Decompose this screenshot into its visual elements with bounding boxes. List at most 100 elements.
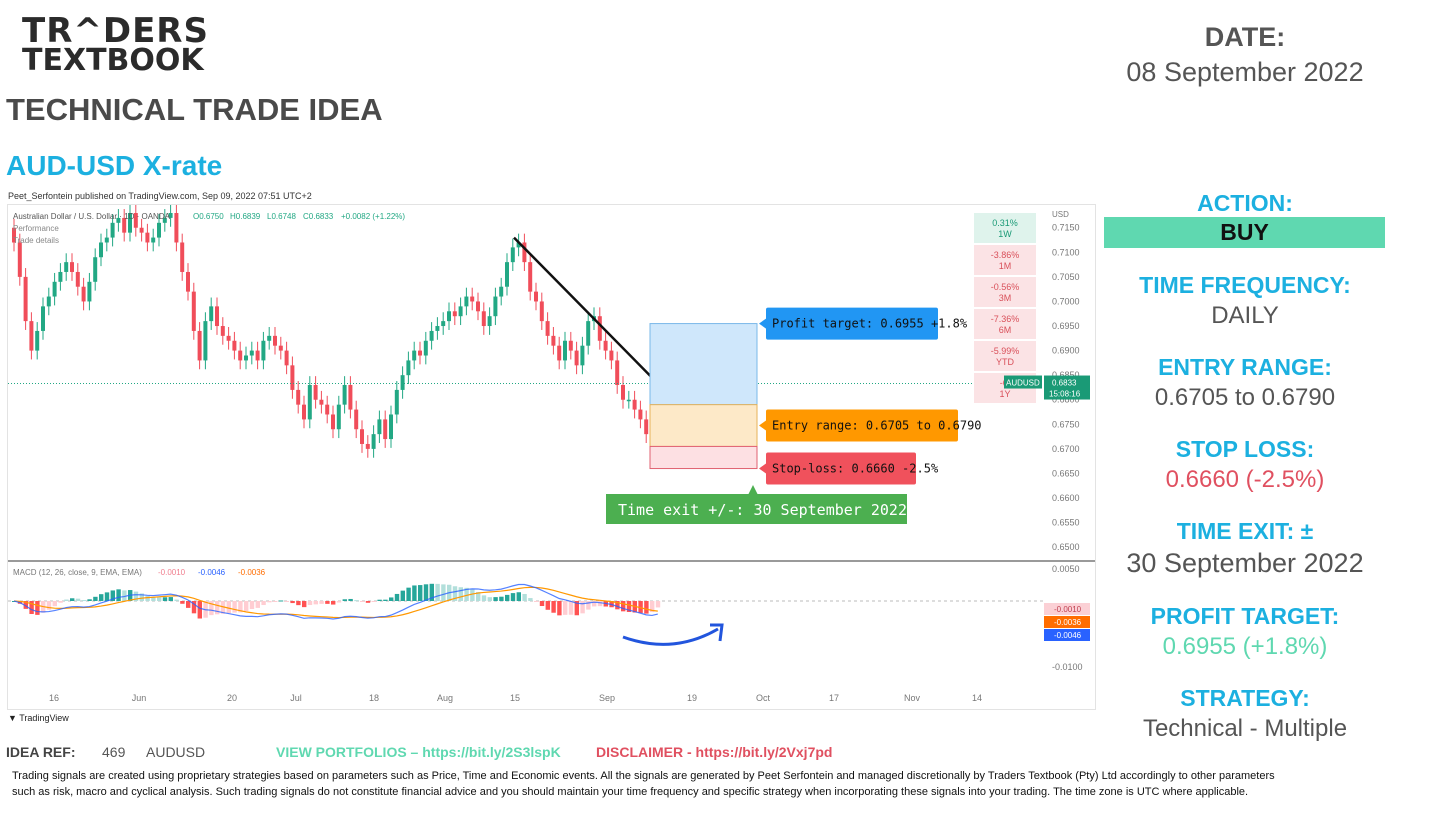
candle-body	[331, 414, 335, 430]
candle-body	[580, 345, 585, 366]
candle-body	[23, 276, 28, 322]
macd-hist-bar	[545, 601, 550, 610]
macd-hist-bar	[371, 601, 376, 602]
perf-pct: -3.86%	[991, 250, 1020, 260]
x-tick: Aug	[437, 693, 453, 703]
annotation-arrow-head	[710, 623, 724, 642]
macd-hist-bar	[209, 601, 214, 616]
price-tag-box	[1044, 375, 1090, 400]
tradingview-label: TradingView	[19, 713, 69, 723]
macd-tick: 0.0050	[1052, 564, 1080, 574]
macd-hist-bar	[238, 601, 243, 613]
macd-legend-signal: -0.0036	[238, 568, 266, 577]
candle-body	[621, 385, 625, 400]
candle-body	[470, 296, 475, 302]
perf-pct: 0.31%	[992, 218, 1018, 228]
action-label: ACTION:	[1197, 190, 1293, 216]
ohlc-close: C0.6833	[303, 212, 334, 221]
price-tag-symbol: AUDUSD	[1006, 379, 1040, 388]
candle-body	[638, 409, 643, 420]
candle-body	[99, 242, 103, 258]
candle-body	[313, 385, 318, 400]
macd-hist-bar	[81, 600, 86, 602]
candle-body	[197, 330, 202, 361]
macd-hist-bar	[93, 596, 98, 601]
price-tick: 0.7050	[1052, 272, 1080, 282]
price-tick: 0.6650	[1052, 468, 1080, 478]
x-tick: Jul	[290, 693, 302, 703]
macd-hist-bar	[46, 601, 52, 610]
profit-label-box	[766, 307, 938, 340]
candle-body	[186, 271, 190, 292]
trade-details-label: Trade details	[13, 236, 59, 245]
candle-body	[539, 301, 544, 322]
macd-hist-bar	[331, 601, 336, 605]
candle-body	[128, 213, 132, 233]
macd-hist-bar	[423, 584, 429, 601]
candle-body	[296, 389, 301, 405]
macd-hist-bar	[319, 601, 324, 604]
profit-label-text: Profit target: 0.6955 +1.8%	[772, 317, 968, 331]
macd-hist-bar	[534, 601, 539, 602]
macd-hist-bar	[383, 599, 388, 601]
candle-body	[377, 419, 382, 435]
candle-body	[481, 311, 486, 327]
candle-body	[568, 340, 573, 351]
perf-cell	[974, 277, 1036, 307]
candle-body	[139, 227, 144, 233]
stop-label-pointer	[759, 463, 766, 474]
stop-label-text: Stop-loss: 0.6660 -2.5%	[772, 462, 939, 476]
macd-hist-bar	[621, 601, 626, 612]
macd-hist-bar	[87, 599, 92, 601]
macd-hist-bar	[412, 585, 417, 601]
macd-hist-bar	[365, 601, 371, 603]
tradingview-logo[interactable]: ▼ TradingView	[8, 713, 69, 723]
candle-body	[104, 237, 109, 243]
candle-body	[46, 296, 51, 307]
candle-body	[64, 262, 69, 272]
candle-body	[75, 271, 80, 287]
candle-body	[551, 335, 556, 346]
macd-hist-bar	[557, 601, 562, 616]
disclaimer-link[interactable]: DISCLAIMER - https://bit.ly/2Vxj7pd	[596, 744, 833, 760]
candle-body	[493, 296, 498, 317]
idea-ref-label: IDEA REF:	[6, 744, 76, 760]
x-tick: 15	[510, 693, 520, 703]
frequency-label: TIME FREQUENCY:	[1139, 272, 1351, 298]
candle-body	[574, 350, 579, 366]
date-block: DATE: 08 September 2022	[1100, 22, 1390, 88]
macd-hist-bar	[655, 601, 661, 608]
perf-cell	[974, 341, 1036, 371]
macd-hist-bar	[197, 601, 202, 619]
brand-logo: TR^DERS TEXTBOOK	[22, 14, 209, 76]
macd-hist-bar	[539, 601, 545, 607]
entry-label-text: Entry range: 0.6705 to 0.6790	[772, 419, 982, 433]
macd-hist-bar	[516, 592, 521, 601]
stop-value: 0.6660 (-2.5%)	[1165, 466, 1325, 493]
annotation-arrow	[622, 627, 719, 646]
candle-body	[215, 306, 219, 327]
price-tick: 0.6550	[1052, 518, 1080, 528]
candle-body	[162, 217, 167, 223]
macd-value-tag	[1044, 603, 1090, 615]
ohlc-open: O0.6750	[193, 212, 224, 221]
candle-body	[609, 350, 614, 361]
candle-body	[418, 350, 422, 356]
macd-hist-bar	[99, 594, 104, 601]
portfolios-link[interactable]: VIEW PORTFOLIOS – https://bit.ly/2S3lspK	[276, 744, 561, 760]
macd-hist-bar	[267, 601, 272, 603]
macd-hist-bar	[273, 601, 278, 602]
candle-body	[191, 291, 196, 331]
candle-body	[238, 350, 243, 361]
macd-hist-bar	[58, 601, 63, 603]
chart-canvas: 0.7150 0.7100 0.7050 0.7000 0.6950 0.6900 0.68…	[8, 205, 1095, 703]
candle-body	[278, 345, 283, 351]
time-exit-text: Time exit +/-: 30 September 2022	[618, 501, 907, 519]
macd-hist-bar	[580, 601, 585, 614]
price-chart[interactable]: 0.7150 0.7100 0.7050 0.7000 0.6950 0.6900 0.68…	[7, 204, 1096, 710]
candle-body	[110, 222, 115, 238]
page-subtitle: TECHNICAL TRADE IDEA	[6, 92, 383, 127]
candle-body	[209, 306, 214, 322]
perf-cell	[974, 309, 1036, 339]
candle-body	[383, 419, 388, 440]
